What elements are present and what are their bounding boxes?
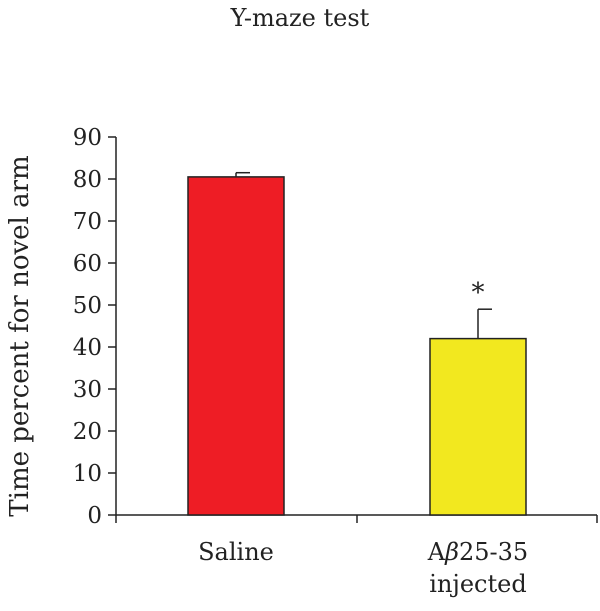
y-tick-label: 90 — [73, 125, 102, 151]
y-tick-label: 20 — [73, 419, 102, 445]
y-tick-label: 30 — [73, 377, 102, 403]
bar — [187, 176, 285, 516]
y-tick-label: 50 — [73, 293, 102, 319]
y-axis-label-group: Time percent for novel arm — [5, 155, 35, 516]
bar — [429, 337, 527, 516]
y-tick-label: 70 — [73, 209, 102, 235]
x-tick-label: Saline — [198, 538, 274, 566]
bars — [187, 171, 527, 516]
y-tick-label: 40 — [73, 335, 102, 361]
y-tick-label: 10 — [73, 461, 102, 487]
y-axis-label: Time percent for novel arm — [5, 155, 35, 516]
tick-labels: 0 10 20 30 40 50 60 70 80 90 * Saline Aβ25-35 injecte… — [73, 125, 528, 598]
y-tick-label: 60 — [73, 251, 102, 277]
x-tick-label: Aβ25-35 — [427, 538, 528, 566]
y-tick-label: 80 — [73, 167, 102, 193]
y-tick-label: 0 — [87, 503, 102, 529]
significance-marker: * — [472, 278, 485, 308]
chart-title: Y-maze test — [230, 4, 370, 32]
x-tick-label-line2: injected — [429, 570, 526, 598]
